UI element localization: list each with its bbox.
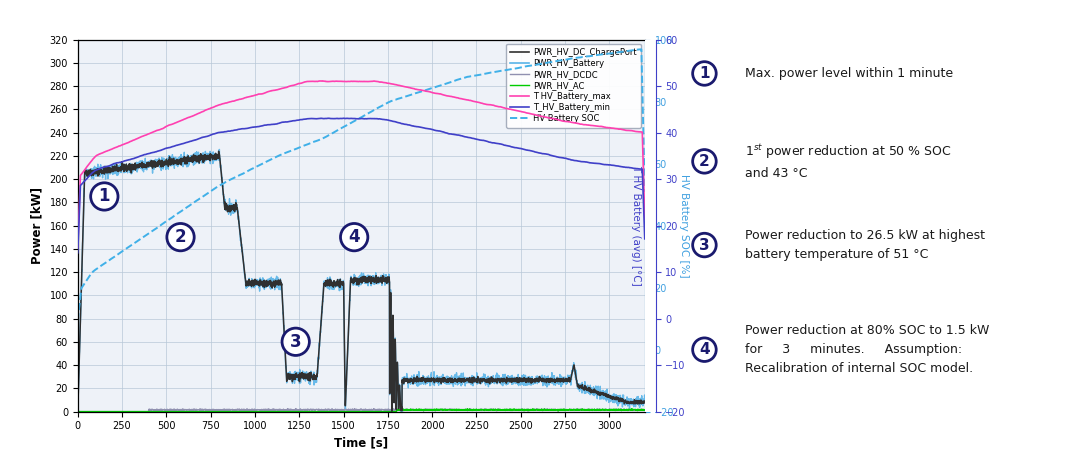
Text: 3: 3: [699, 238, 710, 252]
Text: 3: 3: [289, 333, 301, 351]
Text: Max. power level within 1 minute: Max. power level within 1 minute: [745, 67, 954, 80]
Y-axis label: Power [kW]: Power [kW]: [31, 187, 44, 264]
Text: 1$^{st}$ power reduction at 50 % SOC
and 43 °C: 1$^{st}$ power reduction at 50 % SOC and…: [745, 143, 953, 180]
Text: 2: 2: [175, 228, 187, 246]
Text: 2: 2: [699, 154, 710, 169]
Y-axis label: T HV Battery (avg) [°C]: T HV Battery (avg) [°C]: [631, 165, 640, 286]
Text: 4: 4: [699, 342, 710, 357]
Text: 1: 1: [699, 66, 710, 81]
Y-axis label: HV Battery SOC [%]: HV Battery SOC [%]: [679, 174, 689, 277]
Text: 1: 1: [98, 187, 110, 206]
X-axis label: Time [s]: Time [s]: [334, 437, 389, 450]
Legend: PWR_HV_DC_ChargePort, PWR_HV_Battery, PWR_HV_DCDC, PWR_HV_AC, T HV_Battery_max, : PWR_HV_DC_ChargePort, PWR_HV_Battery, PW…: [507, 44, 640, 127]
Text: Power reduction to 26.5 kW at highest
battery temperature of 51 °C: Power reduction to 26.5 kW at highest ba…: [745, 229, 985, 261]
Text: Power reduction at 80% SOC to 1.5 kW
for     3     minutes.     Assumption:
Reca: Power reduction at 80% SOC to 1.5 kW for…: [745, 324, 989, 375]
Text: 4: 4: [349, 228, 360, 246]
